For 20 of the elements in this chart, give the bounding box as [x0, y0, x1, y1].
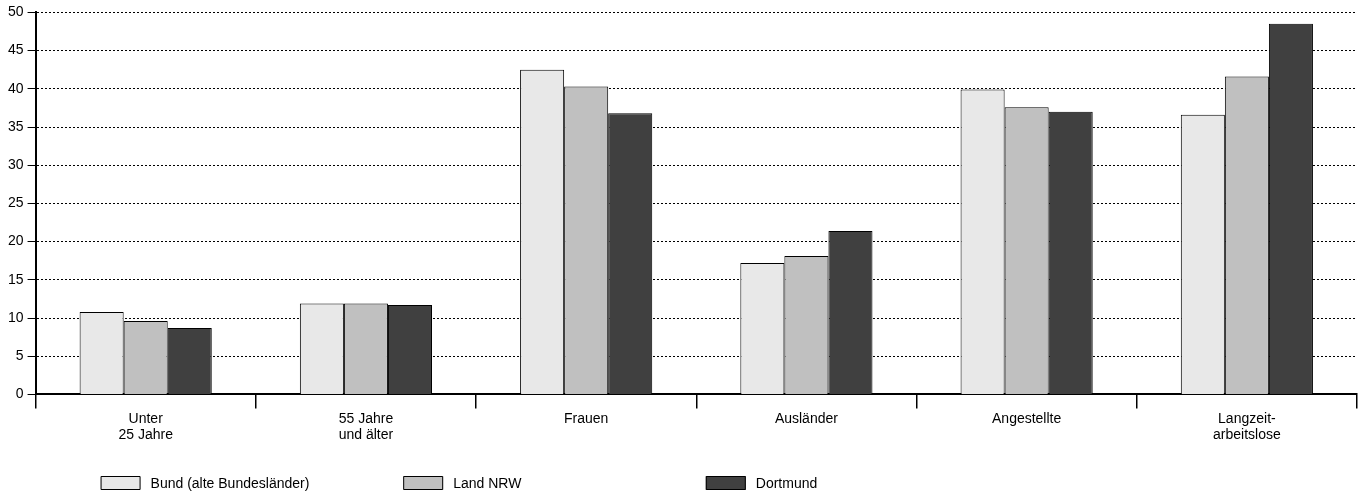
y-tick-label: 20 — [7, 232, 24, 249]
y-tick-label: 50 — [7, 3, 24, 20]
y-tick-label: 45 — [7, 41, 24, 58]
y-tick-label: 15 — [7, 270, 24, 287]
legend-label: Bund (alte Bundesländer) — [150, 474, 310, 491]
y-tick-label: 30 — [7, 156, 24, 173]
x-tick-label: Ausländer — [774, 409, 839, 426]
y-tick-label: 25 — [7, 194, 24, 211]
x-tick-label: Unter 25 Jahre — [118, 409, 174, 443]
x-tick-label: Langzeit- arbeitslose — [1213, 409, 1281, 443]
x-tick-label: Angestellte — [992, 409, 1062, 426]
legend-label: Dortmund — [755, 474, 818, 491]
y-tick-label: 5 — [15, 347, 24, 364]
y-tick-label: 10 — [7, 308, 24, 325]
y-tick-label: 0 — [15, 385, 24, 402]
y-tick-label: 40 — [7, 79, 24, 96]
y-tick-label: 35 — [7, 117, 24, 134]
legend-label: Land NRW — [453, 474, 523, 491]
x-tick-label: Frauen — [563, 409, 609, 426]
x-tick-label: 55 Jahre und älter — [338, 409, 394, 443]
